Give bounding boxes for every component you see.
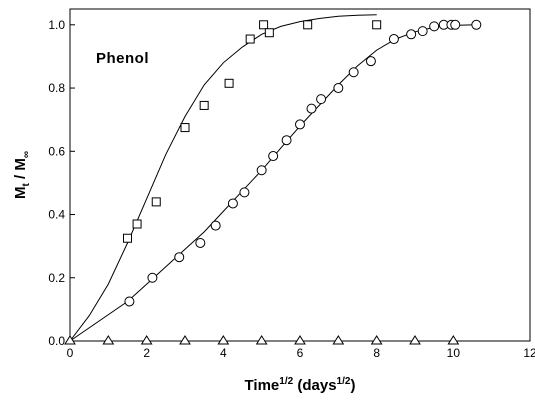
y-axis-title-slash: / M xyxy=(12,158,29,183)
x-tick-label: 6 xyxy=(297,346,304,360)
x-axis-title-unit-close: ) xyxy=(350,377,355,394)
y-tick-label: 0.8 xyxy=(48,81,65,95)
triangle-marker xyxy=(102,335,115,345)
triangle-marker xyxy=(140,335,153,345)
y-tick-label: 0.2 xyxy=(48,271,65,285)
circle-marker xyxy=(417,26,428,37)
triangle-marker xyxy=(294,335,306,345)
square-marker xyxy=(259,20,269,30)
y-tick-label: 0.6 xyxy=(48,144,65,158)
square-marker xyxy=(245,34,255,44)
x-axis-title-unit-open: (days xyxy=(293,377,336,394)
data-points xyxy=(64,19,482,345)
square-marker xyxy=(224,78,234,88)
circle-marker xyxy=(429,21,440,32)
square-marker xyxy=(132,219,142,229)
x-tick-label: 2 xyxy=(143,346,150,360)
circle-marker xyxy=(281,135,292,146)
circle-marker xyxy=(333,83,344,94)
axis-ticks: 0 2 4 6 8 10 12 0.0 0.2 0.4 0.6 0.8 1.0 xyxy=(48,18,535,360)
square-marker xyxy=(264,28,274,38)
square-marker xyxy=(123,233,132,243)
y-tick-label: 0.0 xyxy=(48,334,65,348)
square-series-fit-line xyxy=(69,14,377,342)
y-tick-label: 0.4 xyxy=(48,208,65,222)
circle-marker xyxy=(316,94,327,105)
circle-marker xyxy=(295,119,305,130)
square-marker xyxy=(372,20,382,30)
phenol-annotation: Phenol xyxy=(96,50,149,67)
circle-marker xyxy=(227,198,238,209)
x-tick-label: 12 xyxy=(523,346,535,360)
triangle-marker xyxy=(447,335,460,345)
circle-marker xyxy=(406,29,417,40)
square-marker xyxy=(180,123,190,133)
x-axis-title-unit-sup: 1/2 xyxy=(337,376,351,387)
circle-marker xyxy=(174,252,185,263)
square-marker xyxy=(199,100,209,110)
triangle-marker xyxy=(370,335,383,345)
x-tick-label: 4 xyxy=(220,346,227,360)
y-tick-label: 1.0 xyxy=(48,18,65,32)
circle-marker xyxy=(471,19,482,30)
circle-marker xyxy=(256,165,267,176)
circle-marker xyxy=(239,187,250,198)
circle-marker xyxy=(306,103,317,114)
circle-series-fit-line xyxy=(69,24,477,342)
triangle-marker xyxy=(179,335,191,345)
triangle-marker xyxy=(409,335,421,345)
x-axis-title-main: Time xyxy=(245,377,280,394)
circle-marker xyxy=(195,237,206,248)
triangle-marker xyxy=(64,335,76,345)
circle-marker xyxy=(388,34,399,45)
triangle-marker xyxy=(255,335,268,345)
square-marker xyxy=(151,197,161,207)
circle-marker xyxy=(210,220,221,231)
x-axis-title-main-sup: 1/2 xyxy=(279,376,293,387)
y-axis-title-m: M xyxy=(12,186,29,199)
x-tick-label: 10 xyxy=(447,346,461,360)
circle-marker xyxy=(124,296,135,307)
y-axis-title-inf: ∞ xyxy=(21,151,32,158)
y-axis-title-t: t xyxy=(21,182,32,186)
triangle-marker xyxy=(332,335,345,345)
circle-marker xyxy=(147,272,158,283)
x-tick-label: 8 xyxy=(373,346,380,360)
triangle-marker xyxy=(217,335,230,345)
circle-marker xyxy=(348,67,359,78)
y-axis-title: Mt / M∞ xyxy=(12,151,32,199)
square-marker xyxy=(303,20,313,30)
circle-marker xyxy=(268,151,279,162)
x-tick-label: 0 xyxy=(67,346,74,360)
circle-marker xyxy=(365,56,376,67)
x-axis-title: Time1/2 (days1/2) xyxy=(245,376,356,394)
circle-marker xyxy=(450,19,461,30)
